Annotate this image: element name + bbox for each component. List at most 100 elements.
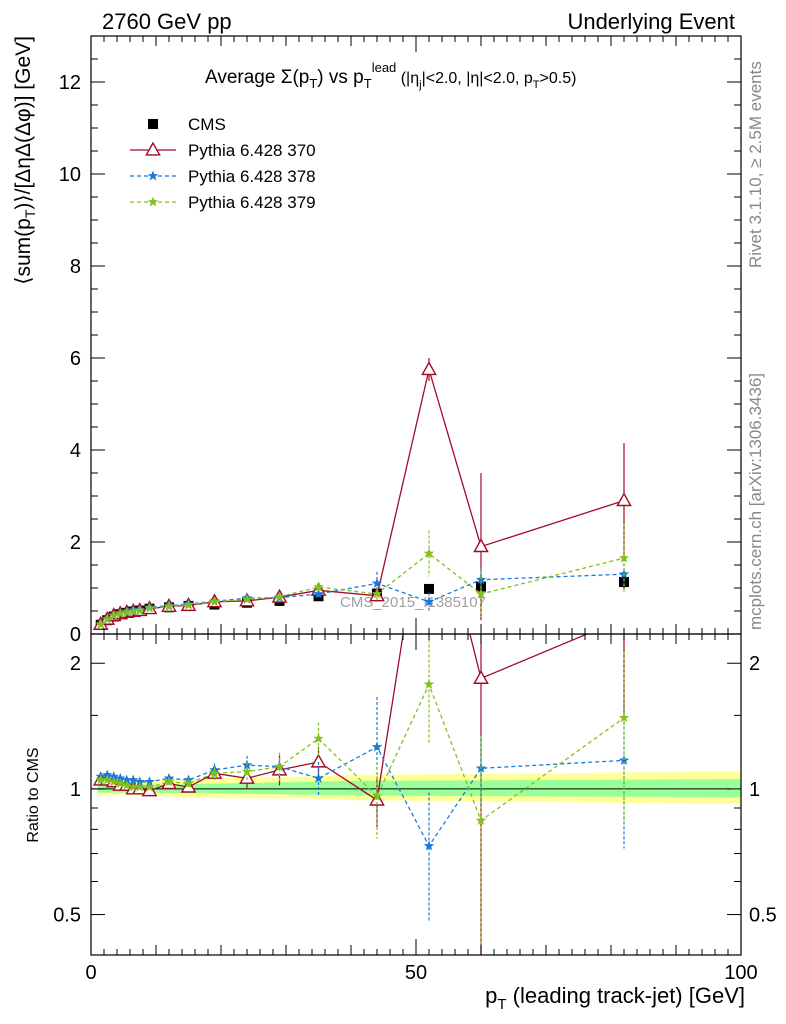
legend-marker-cms — [148, 119, 158, 129]
main-point-cms — [619, 577, 629, 588]
ratio-point-pythia-6-428-379 — [128, 781, 139, 792]
ratio-point-pythia-6-428-378 — [618, 754, 630, 765]
ratio-point-pythia-6-428-379 — [423, 678, 435, 689]
main-point-pythia-6-428-379 — [618, 552, 630, 563]
ratio-series-pythia-6-428-378 — [95, 697, 630, 922]
main-title: Average Σ(pT) vs pTlead (|ηj|<2.0, |η|<2… — [205, 60, 576, 91]
ratio-point-pythia-6-428-379 — [134, 781, 145, 792]
ratio-series-pythia-6-428-379 — [95, 639, 630, 955]
ratio-series-pythia-6-428-370 — [92, 463, 630, 955]
main-point-pythia-6-428-379 — [95, 618, 106, 629]
ratio-point-pythia-6-428-378 — [144, 776, 155, 787]
ratio-point-pythia-6-428-378 — [313, 772, 324, 783]
main-point-pythia-6-428-370 — [473, 538, 489, 553]
legend-label-pythia-6-428-379: Pythia 6.428 379 — [188, 193, 316, 212]
main-line-pythia-6-428-379 — [100, 552, 625, 625]
ratio-point-pythia-6-428-379 — [274, 761, 285, 772]
main-point-cms — [424, 583, 434, 594]
main-point-pythia-6-428-379 — [134, 605, 145, 615]
ratio-ytick-label: 0.5 — [53, 905, 81, 927]
main-point-pythia-6-428-379 — [144, 602, 155, 613]
main-ytick-label: 8 — [70, 256, 81, 278]
ratio-point-pythia-6-428-378 — [128, 774, 139, 785]
ratio-point-pythia-6-428-378 — [102, 769, 113, 780]
main-point-pythia-6-428-378 — [371, 577, 383, 588]
ratio-point-pythia-6-428-379 — [371, 790, 383, 801]
ratio-point-pythia-6-428-379 — [108, 776, 119, 787]
main-point-pythia-6-428-379 — [274, 591, 285, 602]
ratio-xtick-label: 0 — [85, 962, 96, 984]
legend-label-pythia-6-428-370: Pythia 6.428 370 — [188, 141, 316, 160]
main-series-pythia-6-428-370 — [92, 358, 632, 630]
rivet-label: Rivet 3.1.10, ≥ 2.5M events — [746, 61, 765, 268]
ratio-point-pythia-6-428-370 — [617, 611, 630, 623]
legend-marker-pythia-6-428-378 — [147, 170, 159, 181]
ratio-point-pythia-6-428-379 — [163, 776, 175, 787]
ratio-point-pythia-6-428-370 — [473, 669, 489, 684]
ratio-point-pythia-6-428-378 — [423, 840, 435, 851]
main-point-pythia-6-428-370 — [421, 361, 437, 376]
watermark: CMS_2015_I1385107 — [340, 594, 486, 611]
ratio-point-pythia-6-428-379 — [115, 778, 126, 788]
ratio-line-pythia-6-428-379 — [100, 682, 625, 822]
legend-label-pythia-6-428-378: Pythia 6.428 378 — [188, 167, 316, 186]
ratio-line-pythia-6-428-378 — [100, 746, 625, 848]
ratio-point-pythia-6-428-378 — [371, 741, 383, 752]
ratio-ytick-label: 2 — [70, 653, 81, 675]
main-point-pythia-6-428-379 — [115, 608, 126, 619]
main-point-pythia-6-428-379 — [121, 606, 132, 617]
ratio-xtick-label: 50 — [405, 962, 427, 984]
main-point-pythia-6-428-379 — [313, 581, 324, 592]
ratio-ytick-label-right: 0.5 — [749, 905, 777, 927]
legend-marker-pythia-6-428-370 — [145, 141, 161, 156]
ratio-point-pythia-6-428-379 — [102, 774, 113, 785]
main-point-pythia-6-428-378 — [475, 574, 487, 585]
header-left: 2760 GeV pp — [102, 9, 232, 34]
main-series-group — [92, 358, 632, 630]
main-point-pythia-6-428-379 — [423, 548, 435, 558]
main-ytick-label: 4 — [70, 440, 81, 462]
ratio-point-pythia-6-428-379 — [144, 781, 155, 792]
ratio-point-pythia-6-428-370 — [422, 463, 435, 475]
main-ylabel: ⟨sum(pT)⟩/[ΔηΔ(Δφ)] [GeV] — [12, 36, 38, 285]
ratio-point-pythia-6-428-378 — [134, 776, 145, 787]
ratio-xtick-label: 100 — [724, 962, 757, 984]
ratio-point-pythia-6-428-370 — [141, 782, 158, 797]
main-series-pythia-6-428-379 — [95, 523, 630, 629]
main-ytick-label: 2 — [70, 532, 81, 554]
header-right: Underlying Event — [567, 9, 735, 34]
main-point-pythia-6-428-379 — [102, 613, 113, 624]
main-ytick-label: 6 — [70, 348, 81, 370]
main-point-pythia-6-428-379 — [183, 599, 194, 610]
ratio-point-pythia-6-428-378 — [108, 771, 119, 782]
band-inner — [97, 779, 741, 798]
ratio-point-pythia-6-428-379 — [209, 767, 220, 778]
main-point-pythia-6-428-379 — [371, 588, 383, 599]
main-point-pythia-6-428-379 — [241, 594, 253, 604]
main-point-pythia-6-428-379 — [128, 605, 139, 616]
main-point-pythia-6-428-379 — [475, 588, 487, 599]
x-axis-label: pT (leading track-jet) [GeV] — [485, 983, 745, 1013]
main-point-pythia-6-428-370 — [616, 492, 632, 507]
main-point-pythia-6-428-378 — [313, 588, 324, 599]
main-ytick-label: 0 — [70, 624, 81, 646]
ratio-point-pythia-6-428-379 — [313, 733, 324, 744]
ratio-ytick-label-right: 2 — [749, 653, 760, 675]
main-ytick-label: 10 — [59, 164, 81, 186]
ratio-ytick-label-right: 1 — [749, 779, 760, 801]
ratio-point-pythia-6-428-378 — [115, 772, 126, 783]
ratio-ytick-label: 1 — [70, 779, 81, 801]
ratio-point-pythia-6-428-370 — [310, 753, 327, 768]
main-point-pythia-6-428-378 — [423, 596, 435, 607]
ratio-point-pythia-6-428-379 — [183, 778, 194, 788]
main-point-pythia-6-428-379 — [163, 600, 175, 611]
main-point-pythia-6-428-379 — [108, 610, 119, 621]
main-ytick-label: 12 — [59, 72, 81, 94]
ratio-point-pythia-6-428-379 — [95, 774, 106, 785]
main-point-pythia-6-428-379 — [209, 596, 220, 607]
ratio-point-pythia-6-428-378 — [121, 774, 132, 785]
legend-marker-pythia-6-428-379 — [147, 196, 159, 207]
ratio-point-pythia-6-428-379 — [475, 815, 487, 825]
ratio-series-group — [92, 463, 630, 955]
